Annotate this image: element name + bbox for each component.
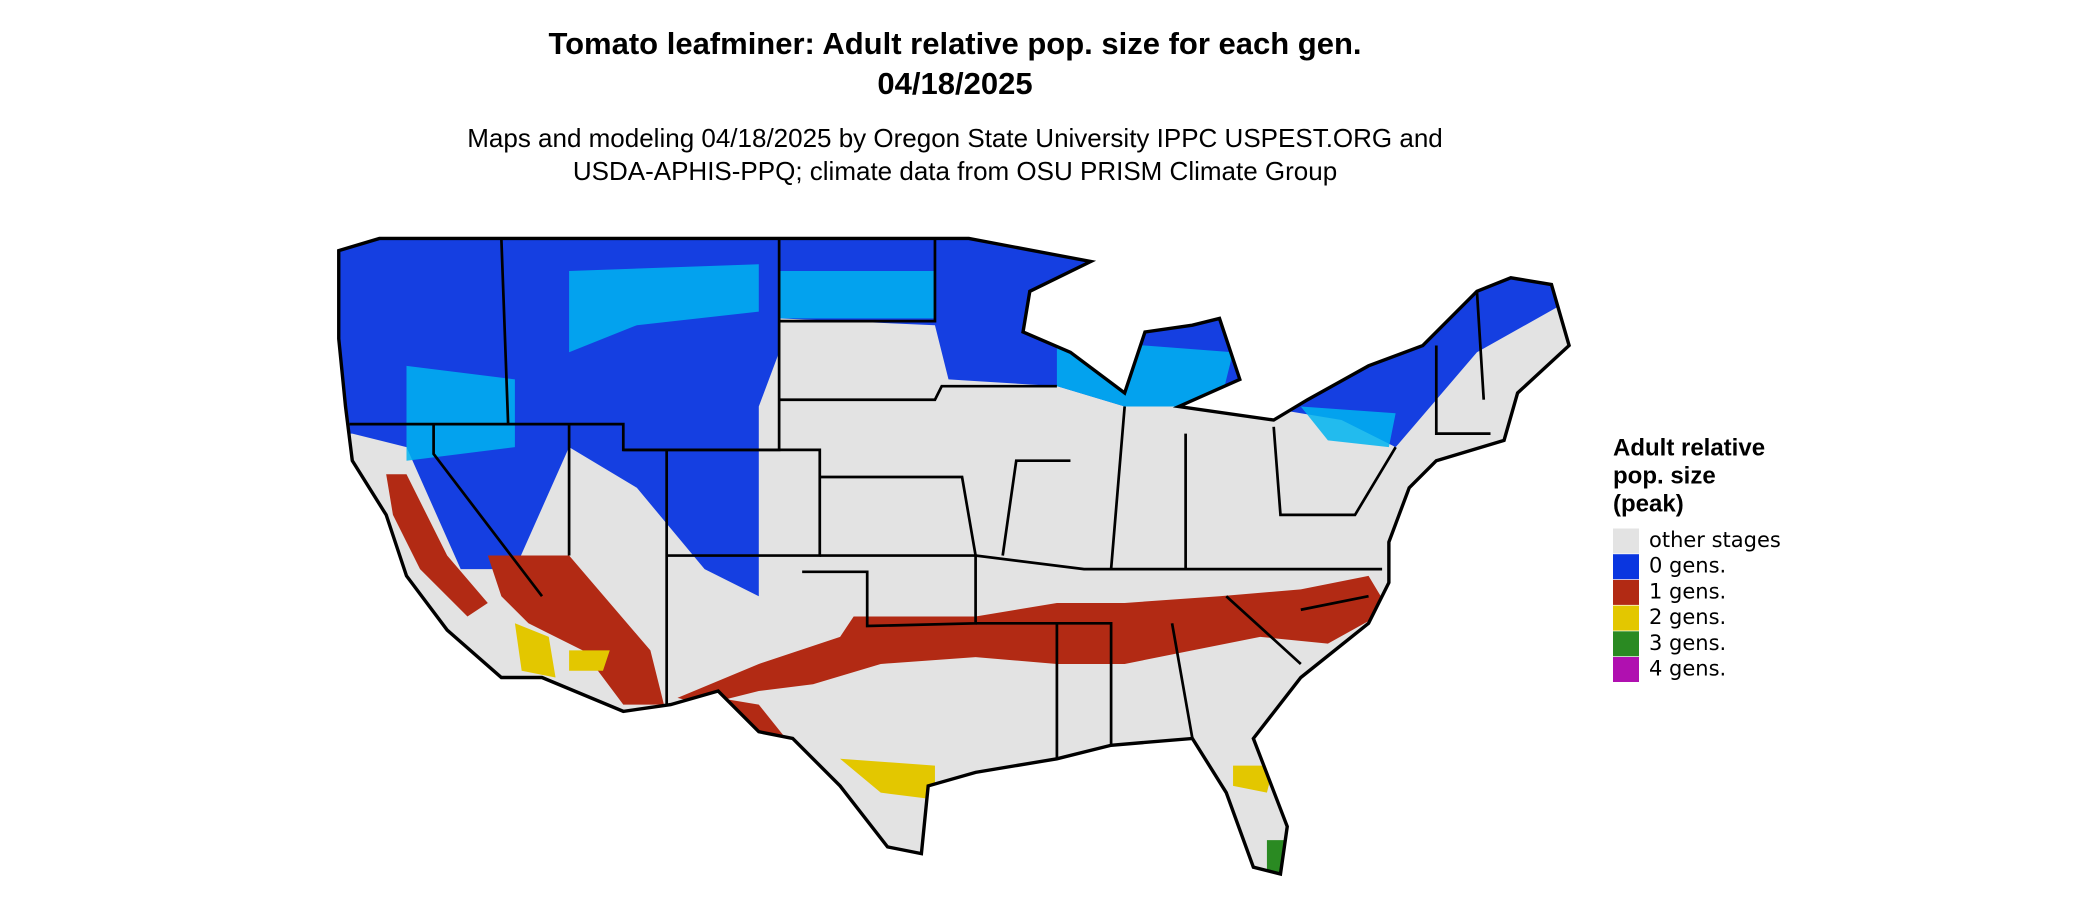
legend-swatch <box>1613 631 1639 657</box>
legend-swatch <box>1613 579 1639 605</box>
legend-swatch <box>1613 554 1639 580</box>
subtitle: USDA-APHIS-PPQ; climate data from OSU PR… <box>573 156 1337 186</box>
legend-title: pop. size <box>1613 462 1716 489</box>
title: Tomato leafminer: Adult relative pop. si… <box>548 26 1361 61</box>
legend-label: 0 gens. <box>1649 554 1726 578</box>
legend-swatch <box>1613 657 1639 682</box>
zero-gen-light <box>406 264 1396 461</box>
country-border <box>337 236 1572 877</box>
legend-label: 3 gens. <box>1649 631 1726 655</box>
state-borders <box>349 238 1491 759</box>
legend-swatch <box>1613 605 1639 631</box>
legend-label: 1 gens. <box>1649 579 1726 603</box>
legend-label: 2 gens. <box>1649 605 1726 629</box>
subtitle: Maps and modeling 04/18/2025 by Oregon S… <box>467 123 1443 153</box>
legend-title: (peak) <box>1613 490 1684 517</box>
map <box>337 236 1572 877</box>
legend-title: Adult relative <box>1613 434 1765 461</box>
title: 04/18/2025 <box>877 66 1032 101</box>
legend-swatch <box>1613 528 1639 554</box>
legend-label: other stages <box>1649 528 1781 552</box>
two-gen-region <box>514 623 1274 800</box>
legend-label: 4 gens. <box>1649 657 1726 681</box>
one-gen-region <box>386 474 1389 746</box>
